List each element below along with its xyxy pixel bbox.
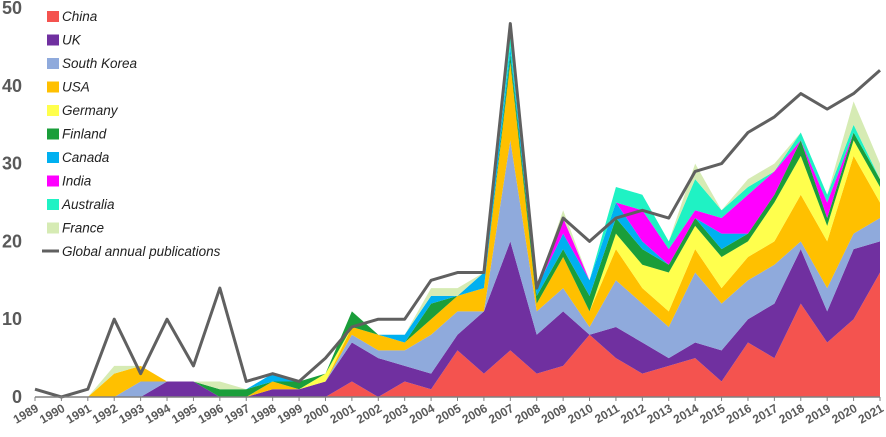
legend: China UK South Korea USA Germany Finland Canad… xyxy=(42,9,221,259)
legend-swatch xyxy=(47,105,59,116)
legend-swatch xyxy=(47,34,59,46)
legend-item-finland: Finland xyxy=(47,127,107,142)
stacked-areas xyxy=(35,31,880,398)
legend-item-south-korea: South Korea xyxy=(47,56,138,71)
y-tick-label: 20 xyxy=(2,231,22,251)
legend-swatch xyxy=(47,175,59,187)
area-india xyxy=(35,46,880,398)
y-tick-label: 50 xyxy=(2,0,22,18)
y-tick-label: 40 xyxy=(2,76,22,96)
legend-item-china: China xyxy=(47,9,98,24)
legend-swatch xyxy=(47,199,59,210)
legend-label: UK xyxy=(62,33,82,48)
legend-swatch xyxy=(47,58,59,69)
legend-item-usa: USA xyxy=(47,80,90,95)
x-tick-label: 2021 xyxy=(856,401,886,427)
line-global-annual-publications xyxy=(34,22,881,399)
legend-swatch xyxy=(47,81,59,93)
legend-swatch xyxy=(47,128,59,140)
legend-item-australia: Australia xyxy=(47,197,115,212)
y-tick-label: 30 xyxy=(2,154,22,174)
legend-item-uk: UK xyxy=(47,33,82,48)
y-tick-label: 10 xyxy=(2,309,22,329)
legend-label: Finland xyxy=(62,127,107,142)
legend-label: Australia xyxy=(61,197,115,212)
legend-label: India xyxy=(62,174,92,189)
legend-label: Germany xyxy=(62,103,119,118)
legend-label: USA xyxy=(62,80,90,95)
legend-label: South Korea xyxy=(62,56,138,71)
y-tick-label: 0 xyxy=(12,387,22,407)
legend-item-france: France xyxy=(47,221,104,236)
legend-label: France xyxy=(62,221,104,236)
legend-item-india: India xyxy=(47,174,92,189)
legend-label: China xyxy=(62,9,98,24)
area-south-korea xyxy=(35,140,880,397)
legend-swatch xyxy=(47,11,59,22)
global-publications-line-group xyxy=(34,22,881,399)
legend-item-germany: Germany xyxy=(47,103,119,118)
legend-swatch xyxy=(47,152,59,163)
legend-item-global-annual-publications: Global annual publications xyxy=(42,244,221,259)
area-australia xyxy=(35,31,880,398)
area-usa xyxy=(35,62,880,398)
legend-label: Global annual publications xyxy=(62,244,221,259)
legend-swatch xyxy=(47,222,59,234)
legend-item-canada: Canada xyxy=(47,150,110,165)
legend-label: Canada xyxy=(62,150,110,165)
